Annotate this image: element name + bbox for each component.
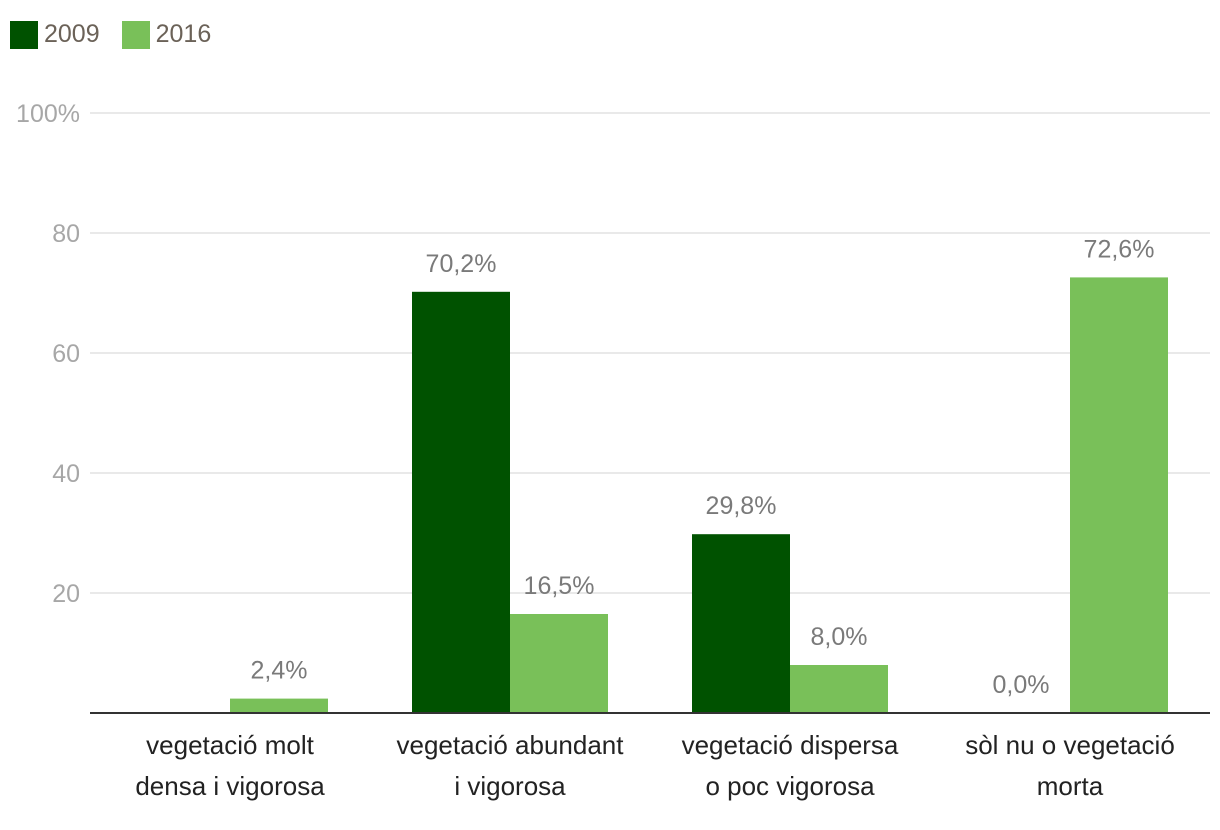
legend-swatch-2016: [121, 20, 150, 49]
x-category-label-1: vegetació abundant i vigorosa: [397, 730, 625, 801]
x-category-label-3: sòl nu o vegetació morta: [965, 730, 1175, 801]
legend-item-2009[interactable]: 2009: [10, 20, 100, 49]
bar-2009-2: [692, 534, 790, 713]
bar-2016-2: [790, 665, 888, 713]
legend-swatch-2009: [10, 20, 38, 49]
data-label-2016-3: 72,6%: [1084, 235, 1155, 263]
data-label-2016-0: 2,4%: [251, 657, 308, 685]
legend-label-2016: 2016: [155, 20, 212, 48]
legend-item-2016[interactable]: 2016: [121, 20, 212, 49]
data-label-2016-1: 16,5%: [524, 572, 595, 600]
bar-2009-1: [412, 291, 510, 713]
y-tick-label-40: 40: [52, 460, 80, 488]
data-label-2009-3: 0,0%: [993, 671, 1050, 699]
data-label-2016-2: 8,0%: [811, 623, 868, 651]
y-tick-label-80: 80: [52, 220, 80, 248]
data-label-2009-1: 70,2%: [426, 250, 497, 278]
legend-label-2009: 2009: [44, 20, 100, 48]
y-tick-label-20: 20: [52, 580, 80, 608]
x-category-label-2: vegetació dispersa o poc vigorosa: [682, 730, 899, 801]
y-tick-label-100: 100%: [16, 100, 80, 128]
y-tick-label-60: 60: [52, 340, 80, 368]
legend: 2009 2016: [10, 20, 233, 49]
bar-2016-0: [230, 698, 328, 713]
bar-2016-1: [510, 614, 608, 713]
bar-2016-3: [1070, 277, 1168, 713]
x-category-label-0: vegetació molt densa i vigorosa: [135, 730, 325, 801]
data-label-2009-2: 29,8%: [706, 492, 777, 520]
